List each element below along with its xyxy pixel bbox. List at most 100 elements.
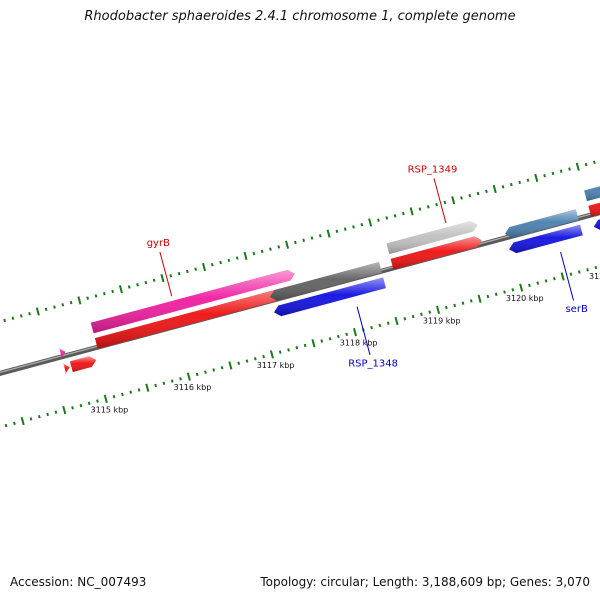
- tick-mark-top: [243, 251, 248, 260]
- tick-mark-top: [152, 278, 156, 283]
- tick-mark-top: [534, 173, 539, 183]
- features: [58, 186, 600, 374]
- feature-rsp1348-cds: [274, 277, 386, 317]
- tick-mark-top: [393, 214, 397, 218]
- tick-mark-top: [335, 229, 339, 234]
- tick-mark-top: [593, 160, 596, 165]
- tick-mark-top: [201, 262, 206, 272]
- feature-f13: [593, 219, 600, 230]
- tick-mark-top: [219, 260, 222, 265]
- tick-mark-bottom: [586, 268, 589, 272]
- tick-mark-bottom: [569, 272, 573, 276]
- tick-mark-top: [227, 258, 231, 262]
- tick-mark-top: [35, 307, 40, 316]
- tick-mark-bottom: [112, 394, 116, 399]
- tick-label: 3119 kbp: [423, 316, 461, 325]
- gene-label-text: RSP_1349: [408, 165, 458, 176]
- gene-label-rsp-1348: RSP_1348: [348, 306, 398, 370]
- feature-f12: [588, 202, 600, 217]
- tick-mark-bottom: [46, 412, 49, 417]
- tick-mark-top: [61, 303, 65, 307]
- tick-mark-top: [118, 285, 123, 294]
- tick-mark-bottom: [352, 327, 357, 337]
- tick-mark-bottom: [212, 368, 216, 372]
- tick-mark-bottom: [129, 390, 133, 394]
- tick-mark-bottom: [411, 314, 415, 319]
- feature-f1: [58, 347, 66, 359]
- tick-mark-top: [310, 236, 314, 240]
- map-title: Rhodobacter sphaeroides 2.4.1 chromosome…: [84, 9, 516, 24]
- tick-mark-top: [144, 280, 148, 285]
- tick-mark-top: [194, 267, 198, 271]
- tick-mark-top: [53, 305, 56, 309]
- gene-label-gyrb: gyrB: [147, 238, 173, 297]
- tick-mark-bottom: [103, 394, 108, 403]
- tick-label: 3116 kbp: [174, 383, 212, 392]
- tick-mark-top: [377, 218, 380, 222]
- tick-mark-top: [543, 173, 546, 178]
- feature-rsp1349-cds: [390, 236, 482, 270]
- tick-mark-top: [426, 205, 430, 209]
- tick-mark-bottom: [13, 421, 16, 426]
- tick-mark-bottom: [386, 321, 390, 325]
- tick-mark-top: [177, 271, 181, 276]
- gene-label-rsp-1349: RSP_1349: [408, 165, 458, 223]
- tick-mark-bottom: [428, 310, 432, 314]
- tick-mark-bottom: [204, 370, 207, 374]
- leader-line: [356, 306, 371, 356]
- tick-mark-bottom: [137, 388, 141, 392]
- tick-mark-bottom: [29, 417, 33, 421]
- tick-mark-top: [102, 291, 106, 296]
- tick-mark-bottom: [577, 270, 581, 274]
- tick-label: 3118 kbp: [340, 339, 378, 348]
- tick-mark-top: [402, 211, 405, 216]
- tick-mark-bottom: [170, 379, 174, 383]
- tick-mark-top: [169, 274, 173, 278]
- tick-mark-top: [385, 216, 389, 220]
- tick-mark-bottom: [436, 305, 441, 314]
- tick-mark-top: [44, 307, 48, 311]
- tick-mark-bottom: [162, 381, 166, 386]
- tick-mark-top: [575, 162, 580, 171]
- tick-mark-bottom: [328, 337, 332, 341]
- tick-label: 3121 kbp: [589, 272, 600, 281]
- feature-rsp1349-gene: [386, 221, 478, 255]
- tick-mark-top: [518, 180, 522, 185]
- feature-serB-cds: [509, 224, 583, 254]
- tick-mark-top: [160, 273, 165, 283]
- tick-mark-bottom: [262, 354, 265, 359]
- gene-label-serb: serB: [560, 252, 588, 315]
- tick-mark-bottom: [511, 288, 515, 292]
- tick-mark-top: [210, 263, 214, 267]
- tick-mark-bottom: [220, 366, 224, 370]
- tick-mark-top: [360, 222, 364, 227]
- leader-line: [159, 251, 173, 297]
- tick-mark-top: [584, 162, 588, 167]
- tick-mark-top: [19, 314, 23, 318]
- tick-mark-top: [352, 225, 355, 229]
- tick-mark-bottom: [503, 290, 506, 294]
- feature-f14: [584, 186, 600, 202]
- tick-mark-bottom: [311, 339, 316, 348]
- tick-mark-top: [443, 200, 447, 205]
- tick-mark-top: [28, 311, 31, 316]
- tick-mark-bottom: [345, 332, 349, 337]
- tick-mark-top: [435, 202, 438, 207]
- feature-f3: [62, 363, 70, 374]
- tick-mark-top: [294, 240, 297, 245]
- tick-mark-bottom: [477, 294, 482, 303]
- tick-mark-bottom: [486, 294, 490, 299]
- tick-mark-bottom: [461, 301, 465, 305]
- tick-mark-top: [476, 191, 480, 196]
- tick-mark-top: [3, 318, 6, 323]
- tick-mark-bottom: [37, 414, 41, 419]
- tick-mark-bottom: [154, 383, 157, 388]
- tick-mark-bottom: [370, 325, 373, 330]
- tick-mark-bottom: [186, 372, 191, 381]
- tick-mark-top: [468, 194, 472, 198]
- tick-mark-top: [277, 245, 281, 249]
- tick-mark-bottom: [420, 312, 423, 316]
- feature-serB-gene: [505, 209, 579, 238]
- tick-mark-bottom: [594, 265, 598, 270]
